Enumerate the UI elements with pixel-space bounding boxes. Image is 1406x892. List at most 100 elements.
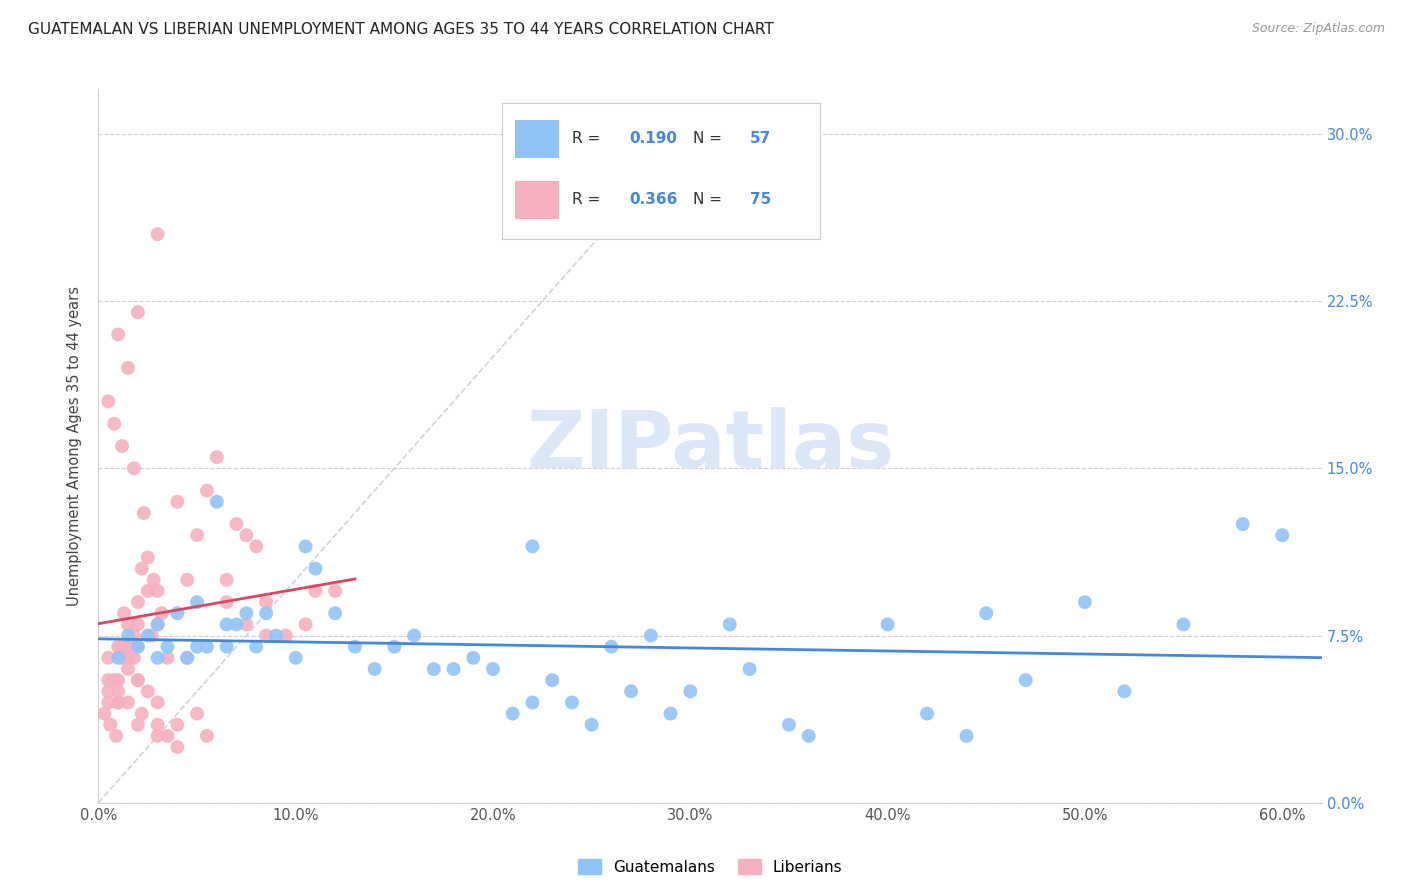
Point xyxy=(738,662,761,676)
Point xyxy=(778,717,800,731)
Point xyxy=(176,573,198,587)
Point xyxy=(141,628,163,642)
Point xyxy=(254,595,277,609)
Point xyxy=(136,583,159,598)
Point xyxy=(423,662,446,676)
Point xyxy=(1232,517,1254,532)
Point xyxy=(127,717,149,731)
Point xyxy=(876,617,898,632)
Point xyxy=(176,651,198,665)
Point xyxy=(112,607,135,621)
Point xyxy=(117,640,139,654)
Point xyxy=(122,651,145,665)
Point xyxy=(117,696,139,710)
Point xyxy=(146,227,169,241)
Point xyxy=(600,640,623,654)
Point xyxy=(1074,595,1097,609)
Point xyxy=(156,729,179,743)
Point xyxy=(195,729,218,743)
Point xyxy=(146,717,169,731)
Point xyxy=(235,528,257,542)
Point xyxy=(166,494,188,508)
Point xyxy=(107,651,129,665)
Point xyxy=(156,651,179,665)
Point xyxy=(117,360,139,375)
Point xyxy=(205,450,228,464)
Point xyxy=(132,506,155,520)
Point xyxy=(541,673,564,687)
Point xyxy=(117,662,139,676)
Y-axis label: Unemployment Among Ages 35 to 44 years: Unemployment Among Ages 35 to 44 years xyxy=(67,286,83,606)
Point xyxy=(235,607,257,621)
Point xyxy=(107,696,129,710)
Point xyxy=(215,595,238,609)
Point xyxy=(235,617,257,632)
Point xyxy=(136,550,159,565)
Point xyxy=(111,651,134,665)
Point xyxy=(127,673,149,687)
Point xyxy=(136,684,159,698)
Point xyxy=(482,662,505,676)
Point xyxy=(146,651,169,665)
Point xyxy=(127,640,149,654)
Point xyxy=(97,684,120,698)
Point xyxy=(107,640,129,654)
Point xyxy=(107,327,129,342)
Point xyxy=(284,651,307,665)
Point xyxy=(443,662,465,676)
Point xyxy=(131,562,153,576)
Point xyxy=(127,305,149,319)
Point xyxy=(142,573,165,587)
Point xyxy=(659,706,682,721)
Point xyxy=(97,651,120,665)
Point xyxy=(107,696,129,710)
Point xyxy=(186,640,208,654)
Point xyxy=(323,583,346,598)
Point xyxy=(640,628,662,642)
Point xyxy=(463,651,485,665)
Point xyxy=(304,583,326,598)
Point xyxy=(974,607,997,621)
Point xyxy=(195,640,218,654)
Point xyxy=(146,729,169,743)
Point xyxy=(915,706,938,721)
Point xyxy=(382,640,405,654)
Point xyxy=(176,651,198,665)
Point xyxy=(146,583,169,598)
Point xyxy=(127,673,149,687)
Point xyxy=(1114,684,1136,698)
Point xyxy=(146,617,169,632)
Point xyxy=(195,483,218,498)
Point xyxy=(363,662,385,676)
Point xyxy=(274,628,297,642)
Point xyxy=(955,729,977,743)
Point xyxy=(103,417,125,431)
Point xyxy=(1271,528,1294,542)
Point xyxy=(186,595,208,609)
Point xyxy=(150,607,173,621)
Point xyxy=(117,617,139,632)
Point xyxy=(679,684,702,698)
Point xyxy=(1173,617,1195,632)
Point xyxy=(97,696,120,710)
Point xyxy=(254,607,277,621)
Point xyxy=(797,729,820,743)
Point xyxy=(166,740,188,755)
Point xyxy=(215,573,238,587)
Point xyxy=(107,684,129,698)
Point xyxy=(127,640,149,654)
Point xyxy=(718,617,741,632)
Point xyxy=(522,696,544,710)
Point xyxy=(264,628,287,642)
Point xyxy=(97,394,120,409)
Point xyxy=(522,539,544,553)
Point xyxy=(502,706,524,721)
Point xyxy=(245,640,267,654)
Point xyxy=(166,607,188,621)
Point xyxy=(215,640,238,654)
Point xyxy=(294,539,316,553)
Point xyxy=(404,628,426,642)
Point xyxy=(117,628,139,642)
Point xyxy=(343,640,366,654)
Point xyxy=(146,617,169,632)
